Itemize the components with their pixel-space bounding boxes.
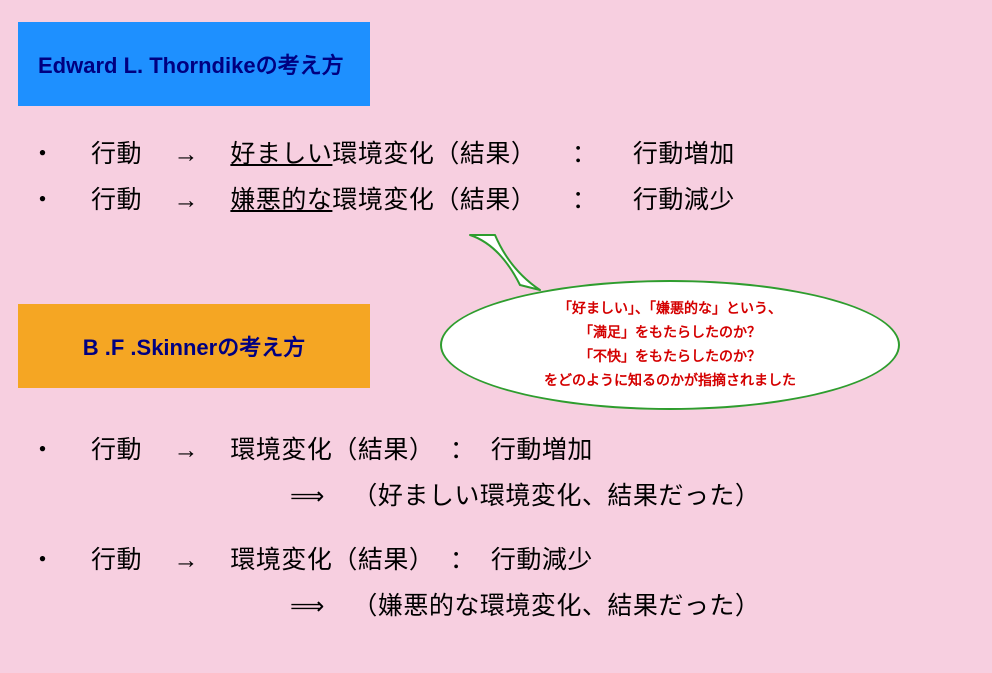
separator: ： [572, 140, 598, 168]
change-underline: 好ましい [230, 140, 332, 168]
note: （好ましい環境変化、結果だった） [352, 482, 760, 510]
implies-arrow-icon: ⟹ [290, 482, 325, 511]
bullet: ・ [30, 186, 56, 214]
bubble-line-2: 「満足」をもたらしたのか？ [579, 321, 761, 345]
result: 行動減少 [491, 546, 593, 574]
result: 行動増加 [633, 140, 735, 168]
change-rest: 環境変化（結果） [332, 186, 536, 214]
bubble-line-3: 「不快」をもたらしたのか？ [579, 345, 761, 369]
implies-arrow-icon: ⟹ [290, 592, 325, 621]
bullet: ・ [30, 140, 56, 168]
skinner-title-box: B .F .Skinnerの考え方 [18, 304, 370, 388]
skinner-title: B .F .Skinnerの考え方 [83, 330, 305, 362]
change: 環境変化（結果） [230, 436, 434, 464]
thorndike-line-1: ・ 行動 → 好ましい環境変化（結果） ： 行動増加 [30, 134, 735, 170]
thorndike-line-2: ・ 行動 → 嫌悪的な環境変化（結果） ： 行動減少 [30, 180, 735, 216]
change: 環境変化（結果） [230, 546, 434, 574]
speech-tail-icon [460, 230, 550, 300]
change-rest: 環境変化（結果） [332, 140, 536, 168]
note: （嫌悪的な環境変化、結果だった） [352, 592, 760, 620]
speech-bubble: 「好ましい」、「嫌悪的な」という、 「満足」をもたらしたのか？ 「不快」をもたら… [440, 280, 900, 410]
separator: ： [572, 186, 598, 214]
arrow-icon: → [173, 186, 199, 214]
result: 行動増加 [491, 436, 593, 464]
bubble-line-4: をどのように知るのかが指摘されました [544, 369, 796, 393]
separator: ： [450, 546, 476, 574]
skinner-line-1-sub: ⟹ （好ましい環境変化、結果だった） [270, 476, 760, 512]
separator: ： [450, 436, 476, 464]
result: 行動減少 [633, 186, 735, 214]
bubble-line-1: 「好ましい」、「嫌悪的な」という、 [558, 297, 782, 321]
thorndike-title-box: Edward L. Thorndikeの考え方 [18, 22, 370, 106]
subject: 行動 [91, 186, 142, 214]
subject: 行動 [91, 140, 142, 168]
arrow-icon: → [173, 140, 199, 168]
change-underline: 嫌悪的な [230, 186, 332, 214]
bullet: ・ [30, 546, 56, 574]
subject: 行動 [91, 546, 142, 574]
arrow-icon: → [173, 436, 199, 464]
skinner-line-1: ・ 行動 → 環境変化（結果） ： 行動増加 [30, 430, 593, 466]
thorndike-title: Edward L. Thorndikeの考え方 [38, 48, 344, 80]
subject: 行動 [91, 436, 142, 464]
skinner-line-2: ・ 行動 → 環境変化（結果） ： 行動減少 [30, 540, 593, 576]
arrow-icon: → [173, 546, 199, 574]
bullet: ・ [30, 436, 56, 464]
skinner-line-2-sub: ⟹ （嫌悪的な環境変化、結果だった） [270, 586, 760, 622]
